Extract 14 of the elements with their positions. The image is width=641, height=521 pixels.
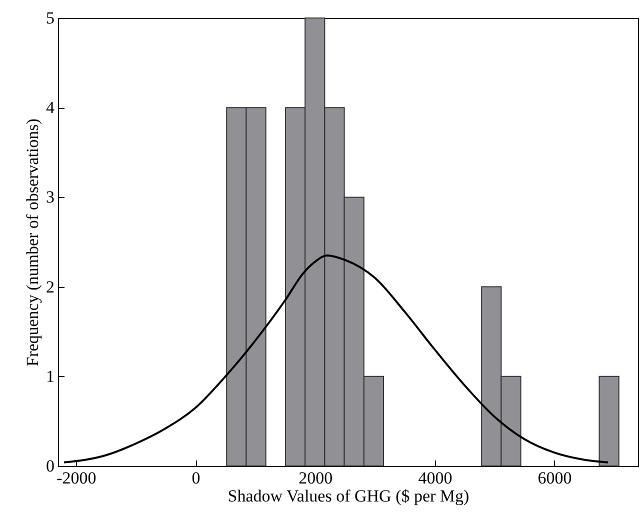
y-tick-label: 4 bbox=[46, 98, 55, 118]
x-tick-label: -2000 bbox=[56, 468, 96, 488]
y-tick-label: 5 bbox=[46, 8, 54, 28]
x-tick-label: 6000 bbox=[538, 468, 572, 488]
y-tick-label: 1 bbox=[46, 366, 54, 386]
x-tick-label: 4000 bbox=[418, 468, 452, 488]
line-series bbox=[62, 254, 610, 464]
x-tick-label: 0 bbox=[192, 468, 200, 488]
x-axis-title: Shadow Values of GHG ($ per Mg) bbox=[228, 486, 470, 506]
x-tick-label: 2000 bbox=[298, 468, 333, 488]
y-axis-title: Frequency (number of observations) bbox=[23, 118, 42, 366]
y-tick-label: 0 bbox=[46, 456, 54, 476]
y-tick-label: 2 bbox=[46, 277, 54, 296]
y-tick-label: 3 bbox=[46, 188, 54, 207]
